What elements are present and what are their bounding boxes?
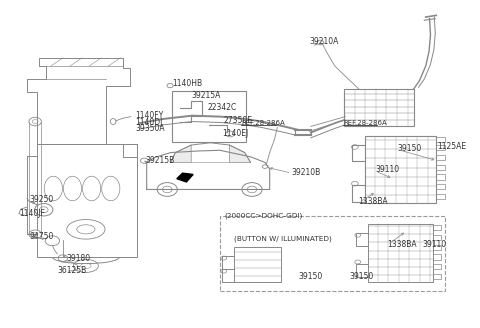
- Bar: [234, 247, 281, 282]
- Text: (BUTTON W/ ILLUMINATED): (BUTTON W/ ILLUMINATED): [234, 235, 332, 242]
- Bar: [436, 184, 445, 190]
- Bar: [433, 274, 441, 279]
- Bar: [436, 165, 445, 170]
- Bar: [433, 225, 441, 230]
- Ellipse shape: [29, 117, 41, 126]
- Text: 39180: 39180: [67, 254, 91, 262]
- Bar: [36, 144, 137, 257]
- Text: 39150: 39150: [299, 272, 323, 281]
- Bar: [436, 137, 445, 142]
- Text: 39210A: 39210A: [310, 37, 339, 46]
- Ellipse shape: [242, 183, 262, 196]
- Text: 1338BA: 1338BA: [387, 239, 417, 249]
- Text: 39350A: 39350A: [136, 124, 165, 133]
- Bar: [344, 89, 414, 126]
- Polygon shape: [177, 173, 193, 182]
- Bar: [433, 264, 441, 270]
- Text: 1140HB: 1140HB: [172, 78, 202, 88]
- Bar: [436, 155, 445, 160]
- Ellipse shape: [29, 230, 41, 238]
- Bar: [172, 92, 246, 142]
- Text: 1140EJ: 1140EJ: [222, 130, 248, 138]
- Bar: [433, 245, 441, 250]
- Bar: [436, 194, 445, 199]
- Text: REF.28-286A: REF.28-286A: [343, 120, 387, 126]
- Text: 39215A: 39215A: [191, 91, 220, 100]
- Text: REF.28-286A: REF.28-286A: [241, 120, 285, 126]
- Text: 1140JF: 1140JF: [19, 209, 45, 218]
- Polygon shape: [170, 145, 191, 162]
- Text: 39110: 39110: [375, 165, 399, 174]
- Text: 22342C: 22342C: [207, 103, 237, 112]
- Text: 1140DJ: 1140DJ: [136, 118, 163, 127]
- Text: 39250: 39250: [29, 195, 54, 204]
- Text: 27350E: 27350E: [224, 116, 253, 125]
- Text: 1140FY: 1140FY: [136, 111, 164, 120]
- Text: 39150: 39150: [349, 272, 373, 281]
- Bar: [436, 145, 445, 150]
- Bar: [368, 224, 433, 282]
- Bar: [365, 135, 436, 203]
- Text: (2000CC>DOHC-GDI): (2000CC>DOHC-GDI): [225, 212, 303, 219]
- Bar: [220, 215, 445, 291]
- Text: 39150: 39150: [397, 144, 421, 153]
- Text: 1338BA: 1338BA: [359, 197, 388, 206]
- Ellipse shape: [157, 183, 177, 196]
- Text: 94750: 94750: [29, 232, 54, 241]
- Bar: [433, 255, 441, 260]
- Text: 39110: 39110: [423, 239, 447, 249]
- Text: 39215B: 39215B: [145, 156, 175, 165]
- Bar: [436, 174, 445, 180]
- Bar: [433, 235, 441, 240]
- Text: 1125AE: 1125AE: [437, 142, 466, 151]
- Text: 36125B: 36125B: [57, 266, 86, 275]
- Polygon shape: [229, 145, 251, 162]
- Text: 39210B: 39210B: [292, 168, 321, 177]
